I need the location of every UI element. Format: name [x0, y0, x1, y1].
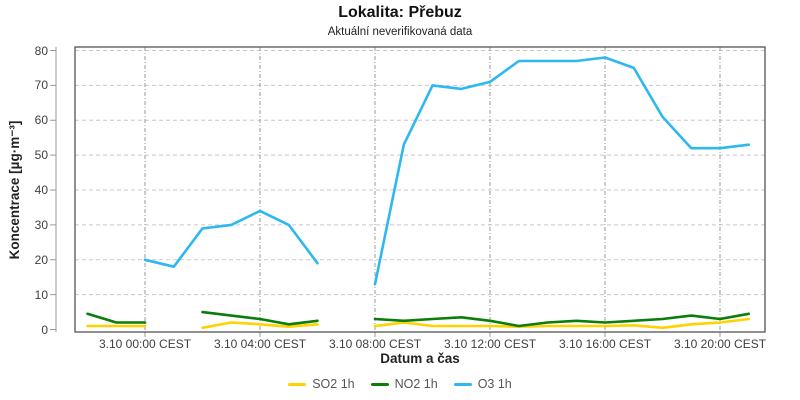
- legend-label-o3: O3 1h: [477, 377, 512, 391]
- y-tick-label: 0: [41, 322, 48, 337]
- chart-subtitle: Aktuální neverifikovaná data: [327, 26, 473, 38]
- x-tick-label: 3.10 08:00 CEST: [328, 337, 422, 351]
- x-tick-label: 3.10 16:00 CEST: [558, 337, 652, 351]
- legend-item-o3: O3 1h: [453, 377, 512, 391]
- x-tick-label: 3.10 20:00 CEST: [673, 337, 767, 351]
- x-tick-label: 3.10 12:00 CEST: [443, 337, 537, 351]
- so2-line-swatch: [288, 382, 307, 386]
- x-tick-label: 3.10 00:00 CEST: [98, 337, 192, 351]
- chart-title: Lokalita: Přebuz: [338, 4, 462, 21]
- legend-label-no2: NO2 1h: [394, 377, 438, 391]
- x-axis-title: Datum a čas: [380, 351, 460, 366]
- y-tick-label: 10: [34, 287, 48, 302]
- no2-line-swatch: [370, 382, 389, 386]
- y-tick-label: 20: [34, 252, 48, 267]
- y-tick-label: 60: [34, 113, 48, 128]
- o3-line-swatch: [453, 382, 472, 386]
- legend-label-so2: SO2 1h: [312, 377, 355, 391]
- legend: SO2 1h NO2 1h O3 1h: [0, 377, 800, 391]
- legend-item-no2: NO2 1h: [370, 377, 438, 391]
- y-tick-label: 70: [34, 78, 48, 93]
- y-tick-label: 40: [34, 183, 48, 197]
- y-tick-label: 80: [34, 43, 48, 58]
- y-tick-label: 30: [34, 217, 48, 232]
- y-axis-title: Koncentrace [µg·m⁻³]: [7, 120, 22, 260]
- legend-item-so2: SO2 1h: [288, 377, 355, 391]
- y-tick-label: 50: [34, 148, 48, 163]
- x-tick-label: 3.10 04:00 CEST: [213, 337, 307, 351]
